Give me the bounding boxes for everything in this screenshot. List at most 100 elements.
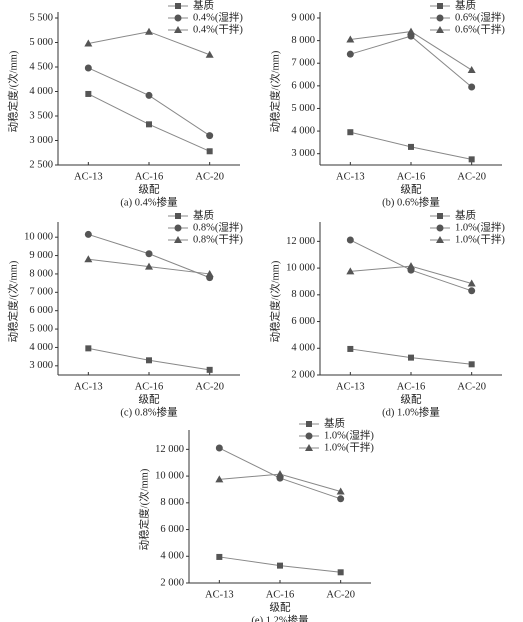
x-tick-label: AC-16 (135, 171, 164, 182)
x-tick-label: AC-20 (195, 381, 224, 392)
x-tick-label: AC-16 (135, 381, 164, 392)
marker-square (175, 3, 181, 9)
x-tick-label: AC-13 (74, 171, 103, 182)
y-tick-label: 2 000 (291, 369, 315, 380)
marker-circle (215, 444, 223, 452)
caption: (d) 1.0%掺量 (382, 405, 440, 418)
chart-panel: 2 000 4 000 6 000 8 000 10 000 12 000 AC-13 AC-… (137, 416, 374, 622)
legend-label: 0.8%(干拌) (193, 232, 243, 245)
caption: (e) 1.2%掺量 (251, 613, 309, 622)
marker-circle (174, 14, 182, 22)
legend-label: 基质 (193, 208, 214, 221)
y-tick-label: 4 000 (291, 125, 315, 136)
y-tick-label: 5 000 (291, 103, 315, 114)
y-tick-label: 10 000 (286, 262, 315, 273)
marker-circle (468, 287, 476, 295)
x-tick-label: AC-20 (195, 171, 224, 182)
y-axis-label: 动稳定度/(次/mm) (268, 50, 281, 132)
y-tick-label: 3 000 (29, 360, 53, 371)
marker-triangle (174, 26, 182, 33)
x-axis-label: 级配 (139, 393, 160, 405)
marker-square (468, 156, 475, 163)
legend-label: 基质 (455, 0, 476, 11)
caption: (c) 0.8%掺量 (120, 405, 178, 418)
marker-triangle (346, 267, 355, 275)
y-tick-label: 8 000 (160, 497, 184, 508)
x-tick-label: AC-13 (205, 589, 234, 600)
marker-square (85, 345, 92, 352)
y-axis-label: 动稳定度/(次/mm) (6, 260, 19, 342)
marker-triangle (174, 236, 182, 243)
x-axis-label: 级配 (139, 183, 160, 195)
legend-label: 0.4%(湿拌) (193, 10, 243, 23)
y-tick-label: 5 500 (29, 12, 53, 23)
marker-triangle (276, 470, 284, 478)
marker-circle (84, 230, 92, 238)
marker-circle (346, 236, 354, 244)
marker-square (408, 354, 414, 361)
marker-square (277, 562, 283, 569)
x-axis-label: 级配 (401, 183, 422, 195)
marker-square (85, 90, 92, 97)
marker-circle (145, 250, 153, 258)
y-tick-label: 3 000 (29, 135, 53, 146)
x-axis-label: 级配 (270, 601, 291, 613)
marker-triangle (305, 444, 313, 451)
marker-triangle (145, 27, 153, 35)
marker-circle (145, 91, 153, 99)
x-tick-label: AC-13 (74, 381, 103, 392)
marker-square (146, 357, 152, 364)
marker-triangle (205, 269, 214, 277)
x-tick-label: AC-20 (457, 381, 486, 392)
y-tick-label: 7 000 (291, 58, 315, 69)
legend-label: 基质 (324, 416, 345, 429)
y-tick-label: 4 000 (29, 342, 53, 353)
y-tick-label: 4 000 (29, 86, 53, 97)
marker-triangle (467, 279, 476, 287)
legend-label: 1.0%(干拌) (455, 232, 505, 245)
marker-circle (337, 495, 345, 503)
marker-circle (346, 50, 354, 58)
marker-triangle (467, 66, 476, 74)
caption: (a) 0.4%掺量 (120, 195, 178, 208)
x-tick-label: AC-13 (336, 171, 365, 182)
y-tick-label: 7 000 (29, 287, 53, 298)
y-tick-label: 10 000 (24, 232, 53, 243)
y-tick-label: 8 000 (291, 289, 315, 300)
marker-square (206, 366, 213, 373)
marker-square (306, 421, 312, 427)
y-tick-label: 10 000 (155, 470, 184, 481)
marker-triangle (407, 27, 415, 35)
y-tick-label: 2 000 (160, 577, 184, 588)
y-tick-label: 6 000 (29, 305, 53, 316)
marker-triangle (84, 255, 93, 263)
y-tick-label: 2 500 (29, 159, 53, 170)
marker-triangle (84, 39, 93, 47)
marker-triangle (436, 26, 444, 33)
y-tick-label: 4 000 (160, 551, 184, 562)
chart-panel: 2 500 3 000 3 500 4 000 4 500 5 000 5 500 AC-13… (6, 0, 243, 208)
legend-label: 1.0%(湿拌) (324, 428, 374, 441)
marker-triangle (215, 475, 224, 483)
marker-circle (436, 14, 444, 22)
x-tick-label: AC-20 (457, 171, 486, 182)
marker-circle (436, 224, 444, 232)
marker-triangle (336, 487, 345, 495)
chart-panel: 2 000 4 000 6 000 8 000 10 000 12 000 AC-13 AC-… (268, 208, 505, 418)
x-tick-label: AC-16 (266, 589, 295, 600)
chart-panel: 3 000 4 000 5 000 6 000 7 000 8 000 9 000 AC-13… (268, 0, 505, 208)
marker-triangle (407, 262, 415, 270)
x-tick-label: AC-16 (397, 381, 426, 392)
y-tick-label: 12 000 (155, 444, 184, 455)
marker-square (206, 148, 213, 155)
marker-circle (174, 224, 182, 232)
legend-label: 基质 (193, 0, 214, 11)
x-tick-label: AC-16 (397, 171, 426, 182)
marker-circle (468, 83, 476, 91)
series-line (88, 31, 210, 56)
marker-triangle (205, 50, 214, 58)
marker-square (437, 3, 443, 9)
marker-square (216, 553, 223, 560)
y-tick-label: 9 000 (29, 250, 53, 261)
